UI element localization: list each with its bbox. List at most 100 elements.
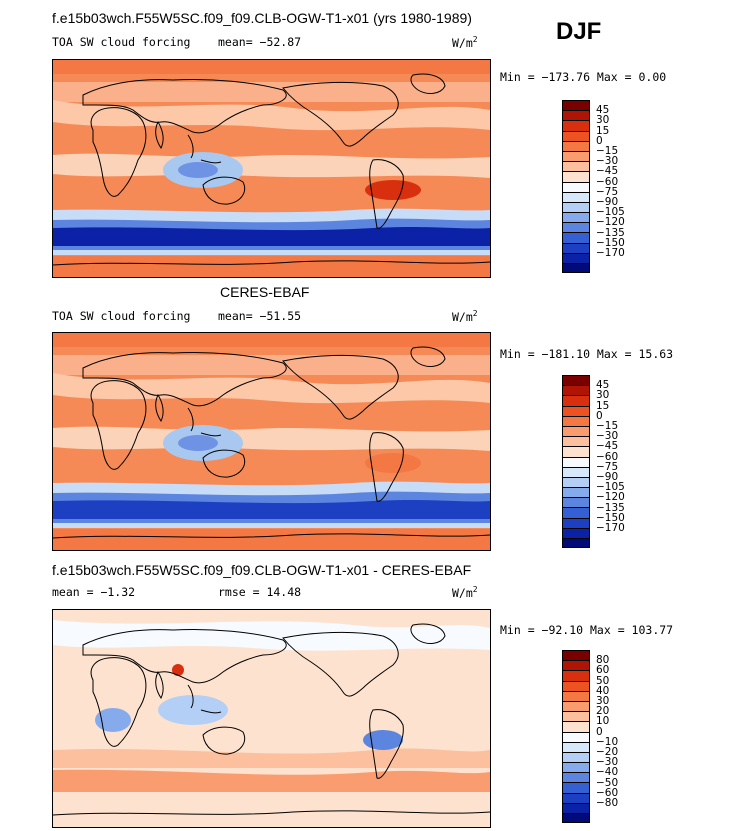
colorbar-swatch <box>562 436 590 447</box>
colorbar-tick-label: 0 <box>596 134 603 147</box>
colorbar-tick-label: 50 <box>596 674 610 687</box>
field-diff-so <box>53 748 490 768</box>
colorbar-swatch <box>562 527 590 538</box>
colorbar-tick-label: 15 <box>596 399 610 412</box>
panel-3-map <box>52 609 491 828</box>
field-so-core <box>53 500 490 519</box>
colorbar-swatch <box>562 263 590 274</box>
colorbar-swatch <box>562 252 590 263</box>
colorbar-tick-label: −20 <box>596 746 619 758</box>
coast-south-america <box>369 709 404 779</box>
panel-1-units: W/m2 <box>452 35 478 50</box>
field-band-north-mid <box>53 355 490 375</box>
colorbar-swatch <box>562 782 590 793</box>
colorbar-swatch <box>562 385 590 396</box>
units-base: W/m <box>452 585 473 600</box>
field-so-core <box>53 227 490 246</box>
colorbar-swatch <box>562 762 590 773</box>
colorbar-swatch <box>562 476 590 488</box>
colorbar-swatch <box>562 497 590 508</box>
colorbar-swatch <box>562 191 590 202</box>
coast-greenland <box>410 623 446 644</box>
colorbar-swatch <box>562 538 590 549</box>
coast-south-america <box>369 432 404 502</box>
field-band-storm-track <box>53 373 490 404</box>
colorbar-swatch <box>562 466 590 477</box>
units-base: W/m <box>452 35 473 50</box>
colorbar-swatch <box>562 813 590 824</box>
panel-3-title: f.e15b03wch.F55W5SC.f09_f09.CLB-OGW-T1-x… <box>52 562 472 578</box>
panel-2-field-label: TOA SW cloud forcing <box>52 309 191 323</box>
coast-india <box>155 120 164 149</box>
colorbar-tick-label: 60 <box>596 664 610 677</box>
panel-1-mean: mean= −52.87 <box>218 35 302 49</box>
panel-2-title: CERES-EBAF <box>220 284 310 300</box>
coast-south-america <box>369 159 404 229</box>
colorbar-swatch <box>562 201 590 213</box>
panel-1-title: f.e15b03wch.F55W5SC.f09_f09.CLB-OGW-T1-x… <box>52 10 472 26</box>
colorbar-tick-label: 20 <box>596 705 610 718</box>
units-base: W/m <box>452 309 473 324</box>
panel-1-colorbar <box>562 100 590 274</box>
colorbar-tick-label: −150 <box>596 511 625 524</box>
colorbar-swatch <box>562 232 590 243</box>
colorbar-swatch <box>562 375 590 386</box>
colorbar-tick-label: 30 <box>596 389 610 402</box>
colorbar-swatch <box>562 792 590 803</box>
colorbar-swatch <box>562 110 590 121</box>
colorbar-swatch <box>562 731 590 742</box>
colorbar-swatch <box>562 181 590 192</box>
colorbar-swatch <box>562 650 590 661</box>
colorbar-tick-label: 10 <box>596 715 610 728</box>
colorbar-swatch <box>562 680 590 691</box>
season-label: DJF <box>556 18 602 45</box>
colorbar-swatch <box>562 721 590 732</box>
coast-se-asia <box>187 684 222 714</box>
field-band-north-mid <box>53 82 490 102</box>
colorbar-swatch <box>562 456 590 467</box>
colorbar-tick-label: −60 <box>596 175 619 188</box>
coast-antarctica <box>53 260 490 266</box>
colorbar-tick-label: −40 <box>596 766 619 779</box>
colorbar-tick-label: −30 <box>596 430 619 443</box>
colorbar-swatch <box>562 395 590 406</box>
colorbar-tick-label: −30 <box>596 155 619 168</box>
coast-north-america <box>282 354 399 420</box>
colorbar-swatch <box>562 405 590 416</box>
panel-3-mean: mean = −1.32 <box>52 585 136 599</box>
panel-3-colorbar <box>562 650 590 824</box>
coast-antarctica <box>53 533 490 539</box>
field-band-storm-track <box>53 100 490 131</box>
colorbar-tick-label: 80 <box>596 654 610 667</box>
field-diff-sc <box>363 730 403 750</box>
colorbar-tick-label: 15 <box>596 124 610 137</box>
coast-north-america <box>282 81 399 147</box>
field-warm-pool-core <box>178 162 218 178</box>
colorbar-swatch <box>562 212 590 223</box>
coast-greenland <box>410 346 446 367</box>
colorbar-swatch <box>562 660 590 671</box>
colorbar-tick-label: 40 <box>596 684 610 697</box>
coast-se-asia <box>187 134 222 164</box>
field-sc-deck <box>365 180 421 200</box>
colorbar-tick-label: −45 <box>596 440 619 453</box>
colorbar-swatch <box>562 700 590 712</box>
colorbar-tick-label: 0 <box>596 409 603 422</box>
panel-3-rmse: rmse = 14.48 <box>218 585 302 599</box>
panel-2-units: W/m2 <box>452 309 478 324</box>
field-diff-hotspot <box>172 664 184 676</box>
colorbar-swatch <box>562 140 590 151</box>
colorbar-tick-label: −135 <box>596 501 625 514</box>
colorbar-swatch <box>562 487 590 498</box>
field-diff-africa <box>95 708 131 732</box>
colorbar-tick-label: −105 <box>596 206 625 219</box>
colorbar-tick-label: 45 <box>596 379 610 392</box>
colorbar-tick-label: −15 <box>596 145 619 157</box>
colorbar-tick-label: −90 <box>596 196 619 208</box>
colorbar-swatch <box>562 751 590 763</box>
map-panel-3 <box>53 610 490 827</box>
colorbar-tick-label: 0 <box>596 725 603 738</box>
colorbar-swatch <box>562 690 590 701</box>
panel-1-field-label: TOA SW cloud forcing <box>52 35 191 49</box>
colorbar-swatch <box>562 242 590 253</box>
